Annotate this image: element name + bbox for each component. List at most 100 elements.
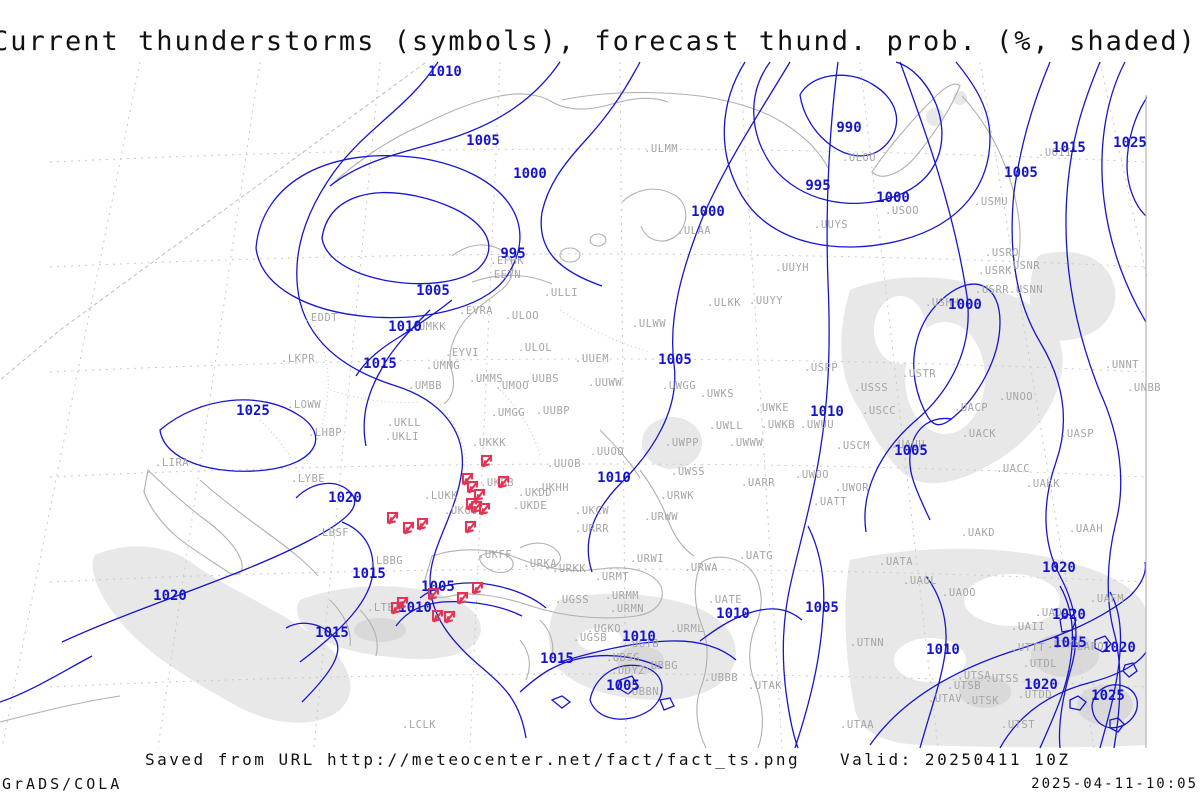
storm-symbol [401, 520, 418, 537]
station-label-umgg: .UMGG [491, 407, 526, 419]
storm-symbol [479, 453, 496, 470]
station-label-ulmm: .ULMM [644, 143, 679, 155]
station-label-ulkk: .ULKK [707, 297, 742, 309]
station-label-ukkk: .UKKK [472, 437, 507, 449]
station-label-usnn: .USNN [1009, 284, 1044, 296]
isobar-label: 1020 [328, 490, 362, 506]
station-label-umms: .UMMS [469, 373, 504, 385]
isobar-label: 1010 [398, 600, 432, 616]
station-label-uarr: .UARR [741, 477, 776, 489]
thunderstorm-icon [473, 488, 486, 502]
storm-symbol [415, 516, 432, 533]
isobar-label: 990 [836, 120, 862, 136]
isobar-label: 1015 [352, 566, 386, 582]
station-label-urrr: .URRR [575, 523, 610, 535]
footer-grads-credit: GrADS/COLA [2, 775, 123, 793]
thunderstorm-icon [471, 581, 484, 595]
station-label-utst: .UTST [1001, 719, 1036, 731]
station-label-uate: .UATE [708, 594, 743, 606]
probability-shading-dark [354, 618, 1133, 725]
station-label-usoo: .USOO [885, 205, 920, 217]
station-label-uatg: .UATG [739, 550, 774, 562]
station-label-urwk: .URWK [660, 490, 695, 502]
station-label-uasp: .UASP [1060, 428, 1095, 440]
station-label-lkpr: .LKPR [281, 353, 316, 365]
station-label-uscc: .USCC [862, 405, 897, 417]
station-label-utsb: .UTSB [947, 680, 982, 692]
station-label-ukli: .UKLI [385, 431, 420, 443]
station-label-udsg: .UDSG [606, 652, 641, 664]
station-label-unnt: .UNNT [1105, 359, 1140, 371]
storm-symbol [442, 609, 459, 626]
isobar-label: 1015 [1052, 140, 1086, 156]
station-label-uwss: .UWSS [671, 466, 706, 478]
station-label-utdl: .UTDL [1023, 658, 1058, 670]
station-label-uwpp: .UWPP [665, 437, 700, 449]
isobar-label: 1005 [416, 283, 450, 299]
station-label-uakk: .UAKK [1026, 478, 1061, 490]
station-label-uauu: .UAUU [891, 439, 926, 451]
page-title: Current thunderstorms (symbols), forecas… [0, 26, 1197, 57]
thunderstorm-icon [466, 480, 479, 494]
station-label-uwks: .UWKS [700, 388, 735, 400]
station-label-urmt: .URMT [595, 571, 630, 583]
isobar-label: 1020 [1042, 560, 1076, 576]
station-label-utav: .UTAV [928, 693, 963, 705]
storm-symbol [426, 586, 443, 603]
isobar-label: 1010 [622, 629, 656, 645]
station-label-ubbg: .UBBG [644, 660, 679, 672]
station-label-uata: .UATA [879, 556, 914, 568]
station-label-ukff: .UKFF [478, 549, 513, 561]
isobar-label: 995 [805, 178, 831, 194]
station-label-loww: .LOWW [287, 399, 322, 411]
station-label-umbb: .UMBB [408, 380, 443, 392]
thunderstorm-icon [464, 520, 477, 534]
thunderstorm-icon [443, 610, 456, 624]
station-label-uack: .UACK [962, 428, 997, 440]
thunderstorm-icon [478, 502, 491, 516]
isobar-label: 1005 [606, 678, 640, 694]
isobar-label: 1005 [658, 352, 692, 368]
station-label-unbb: .UNBB [1127, 382, 1162, 394]
isobar-label: 1015 [540, 651, 574, 667]
station-label-uuyh: .UUYH [775, 262, 810, 274]
station-label-ugss: .UGSS [555, 594, 590, 606]
station-label-utak: .UTAK [748, 680, 783, 692]
station-label-urml: .URML [670, 623, 705, 635]
station-label-lira: .LIRA [155, 457, 190, 469]
station-label-lbsf: .LBSF [315, 527, 350, 539]
station-label-lbbg: .LBBG [369, 555, 404, 567]
station-label-usmu: .USMU [974, 196, 1009, 208]
station-label-unoo: .UNOO [999, 391, 1034, 403]
station-label-uuww: .UUWW [588, 377, 623, 389]
station-label-uaoo: .UAOO [942, 587, 977, 599]
station-label-uwkb: .UWKB [761, 419, 796, 431]
isobar-label: 1000 [513, 166, 547, 182]
station-label-efhk: .EFHK [490, 255, 525, 267]
station-label-ukde: .UKDE [513, 500, 548, 512]
station-label-urwa: .URWA [684, 562, 719, 574]
station-label-eetn: .EETN [487, 269, 522, 281]
isobar-label: 1005 [1004, 165, 1038, 181]
isobar-label: 1015 [1053, 635, 1087, 651]
station-label-uwgg: .UWGG [662, 380, 697, 392]
station-label-uloo: .ULOO [505, 310, 540, 322]
station-label-utss: .UTSS [985, 673, 1020, 685]
station-label-uwor: .UWOR [835, 482, 870, 494]
thunderstorm-icon [461, 472, 474, 486]
station-label-utkn: .UTKN [1047, 639, 1082, 651]
storm-symbol [496, 474, 513, 491]
isobar-label: 1005 [805, 600, 839, 616]
station-label-uafo: .UAFO [1070, 641, 1105, 653]
station-label-urka: .URKA [523, 558, 558, 570]
station-label-ugsb: .UGSB [573, 632, 608, 644]
storm-symbol [477, 501, 494, 518]
isobar-label: 1015 [363, 356, 397, 372]
station-label-uwke: .UWKE [755, 402, 790, 414]
thunderstorm-icon [431, 609, 444, 623]
station-label-umkk: .UMKK [412, 321, 447, 333]
station-label-ummg: .UMMG [426, 360, 461, 372]
